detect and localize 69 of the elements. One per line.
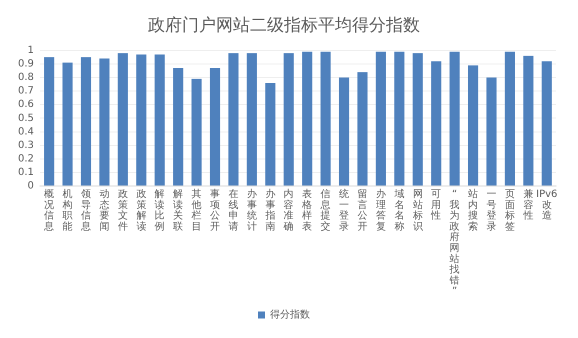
bar	[302, 52, 312, 186]
bar	[412, 53, 423, 186]
bar	[99, 58, 110, 186]
x-tick-label: 解读关联	[173, 188, 184, 232]
x-tick-label: 政策解读	[136, 188, 146, 232]
x-tick-label: 办事统计	[246, 188, 257, 232]
bar	[357, 72, 368, 186]
bar	[542, 61, 552, 186]
bar	[62, 62, 73, 186]
x-tick-label: 域名名称	[393, 188, 404, 232]
x-tick-label: 机构职能	[62, 188, 73, 232]
x-tick-label: 领导信息	[80, 188, 91, 232]
x-tick-label: 页面标签	[504, 188, 515, 232]
bar	[192, 78, 202, 186]
y-tick-label: 0.8	[18, 72, 34, 84]
bar	[136, 54, 146, 186]
bar	[246, 53, 257, 186]
legend-label: 得分指数	[270, 308, 310, 321]
x-tick-label: 兼容性	[522, 188, 534, 222]
y-tick-label: 0.9	[18, 58, 34, 70]
x-tick-label: 事项公开	[210, 188, 220, 232]
x-tick-label: 在线申请	[228, 188, 238, 232]
bar	[338, 78, 350, 186]
x-tick-label: 内容准确	[282, 188, 294, 232]
y-tick-label: 0.5	[18, 112, 34, 124]
bar	[468, 65, 478, 186]
bar	[265, 82, 276, 186]
bar	[320, 52, 331, 186]
x-tick-label: 政策文件	[118, 188, 128, 232]
x-tick-label: 一号登录	[486, 188, 496, 232]
y-tick-label: 0	[28, 180, 34, 192]
y-tick-label: 0.6	[18, 99, 34, 110]
bar	[228, 53, 239, 186]
y-tick-label: 0.7	[18, 86, 34, 97]
category-label: “我为政府网站找错”	[450, 188, 460, 298]
y-tick-label: 0.3	[18, 140, 34, 151]
chart-title: 政府门户网站二级指标平均得分指数	[148, 16, 420, 36]
bar	[376, 52, 386, 186]
bar	[450, 52, 460, 186]
x-tick-label: IPv6改造	[536, 188, 558, 222]
bar	[394, 52, 404, 186]
x-tick-label: 站内搜索	[468, 188, 478, 232]
bar	[431, 61, 442, 186]
x-tick-label: 表格样表	[301, 188, 312, 232]
bar	[173, 68, 184, 186]
x-tick-label: 办事指南	[264, 188, 276, 232]
x-tick-label: 留言公开	[357, 188, 368, 232]
x-tick-label: 统一登录	[339, 188, 350, 232]
x-tick-label: 动态要闻	[98, 188, 110, 232]
bar	[118, 53, 128, 186]
x-tick-label: 办理答复	[376, 188, 386, 232]
x-tick-label: 网站标识	[412, 188, 423, 232]
y-tick-label: 0.1	[18, 167, 34, 178]
x-tick-label: 可用性	[430, 188, 442, 222]
x-tick-label: 解读比例	[154, 188, 165, 232]
bar	[486, 78, 497, 186]
bar	[154, 54, 165, 186]
y-tick-label: 0.4	[18, 126, 34, 138]
x-tick-label: 概况信息	[43, 188, 54, 232]
bar	[284, 53, 294, 186]
x-tick-label: 信息提交	[320, 188, 331, 232]
bar	[523, 56, 534, 186]
y-tick-label: 1	[28, 44, 34, 56]
y-tick-label: 0.2	[18, 153, 34, 164]
bar	[210, 68, 220, 186]
bar	[80, 57, 92, 186]
bar	[44, 57, 54, 186]
x-tick-label: 其他栏目	[190, 188, 202, 232]
bar	[504, 52, 515, 186]
